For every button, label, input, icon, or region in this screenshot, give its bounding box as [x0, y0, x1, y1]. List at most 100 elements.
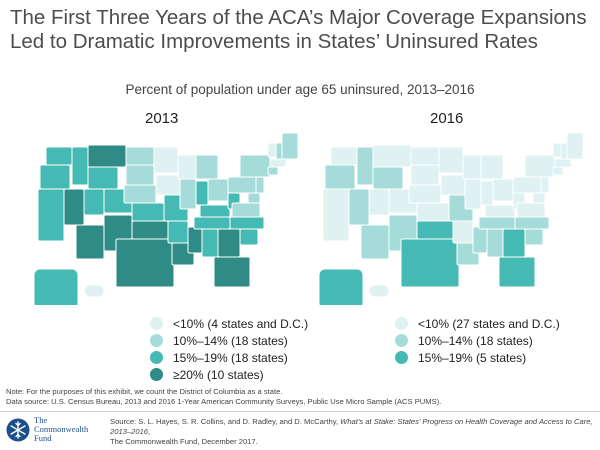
brand-line: Commonwealth [34, 424, 89, 434]
state-va [516, 202, 546, 218]
state-mi [480, 154, 504, 180]
state-ut [83, 188, 105, 216]
state-mt [372, 144, 412, 168]
state-vt [267, 142, 277, 158]
state-ky [199, 204, 231, 218]
brand-wordmark: The Commonwealth Fund [34, 416, 88, 443]
state-al [201, 228, 219, 258]
state-al [486, 228, 504, 258]
state-ny [239, 154, 271, 178]
notes-block: Note: For the purposes of this exhibit, … [6, 387, 596, 407]
legend-item: 15%–19% (18 states) [150, 349, 308, 366]
legend-label: <10% (4 states and D.C.) [173, 316, 309, 331]
state-ks [131, 202, 165, 222]
state-nd [410, 146, 440, 166]
legend-label: ≥20% (10 states) [173, 367, 264, 382]
legend-item: ≥20% (10 states) [150, 366, 308, 383]
state-nj [540, 176, 550, 194]
state-ok [131, 220, 169, 240]
state-ok [416, 220, 454, 240]
state-ms [187, 226, 203, 254]
state-mi [195, 154, 219, 180]
state-fl [498, 256, 536, 288]
legend-item: 10%–14% (18 states) [395, 332, 560, 349]
state-ak [318, 268, 364, 305]
state-nj [255, 176, 265, 194]
state-ca [37, 188, 65, 242]
state-ma [554, 158, 572, 168]
map-2013-year-label: 2013 [145, 110, 179, 127]
state-ne [408, 184, 442, 204]
state-ne [123, 184, 157, 204]
legend-item: <10% (27 states and D.C.) [395, 315, 560, 332]
legend-label: 15%–19% (5 states) [418, 350, 527, 365]
us-map-2016 [318, 132, 584, 305]
data-source-text: Data source: U.S. Census Bureau, 2013 an… [6, 397, 442, 406]
state-wi [462, 154, 484, 180]
legend-swatch-10-14 [150, 334, 163, 347]
state-wy [87, 166, 119, 190]
state-ky [484, 204, 516, 218]
state-in [480, 180, 494, 206]
state-mn [153, 146, 179, 174]
state-pa [227, 176, 257, 194]
legend-label: 10%–14% (18 states) [173, 333, 288, 348]
state-va [231, 202, 261, 218]
legend-swatch-lt10 [150, 317, 163, 330]
state-sd [125, 164, 155, 186]
brand-line: The [34, 415, 48, 425]
state-tx [115, 238, 175, 288]
state-ca [322, 188, 350, 242]
state-ks [416, 202, 450, 222]
state-ma [269, 158, 287, 168]
note-text: Note: For the purposes of this exhibit, … [6, 387, 283, 396]
legend-item: 15%–19% (5 states) [395, 349, 560, 366]
exhibit-subtitle: Percent of population under age 65 unins… [125, 82, 475, 97]
legend-swatch-ge20 [150, 368, 163, 381]
state-tn [478, 216, 516, 230]
source-report-title: What’s at Stake: States’ Progress on Hea… [110, 417, 593, 436]
state-il [464, 178, 482, 210]
legend-label: 15%–19% (18 states) [173, 350, 288, 365]
state-il [179, 178, 197, 210]
state-or [324, 164, 356, 190]
state-or [39, 164, 71, 190]
exhibit-title: The First Three Years of the ACA’s Major… [10, 6, 587, 53]
legend-label: <10% (27 states and D.C.) [418, 316, 560, 331]
source-publisher: The Commonwealth Fund, December 2017. [110, 437, 258, 446]
legend-2013: <10% (4 states and D.C.) 10%–14% (18 sta… [150, 315, 308, 383]
state-ia [155, 174, 181, 196]
state-az [75, 224, 105, 260]
state-ar [167, 220, 189, 244]
us-map-2013 [33, 132, 299, 305]
snowflake-icon [6, 418, 30, 441]
state-ny [524, 154, 556, 178]
source-citation: Source: S. L. Hayes, S. R. Collins, and … [110, 417, 595, 447]
state-in [195, 180, 209, 206]
state-mn [438, 146, 464, 174]
state-mt [87, 144, 127, 168]
state-me [566, 132, 584, 160]
state-md [247, 192, 261, 204]
state-sc [524, 228, 544, 246]
state-ct [267, 166, 279, 176]
state-nd [125, 146, 155, 166]
state-wi [177, 154, 199, 180]
state-hi [368, 284, 390, 298]
state-vt [552, 142, 562, 158]
state-ia [440, 174, 466, 196]
state-tn [193, 216, 231, 230]
state-sd [410, 164, 440, 186]
brand-line: Fund [34, 433, 52, 443]
footer-divider [0, 411, 600, 412]
legend-swatch-10-14 [395, 334, 408, 347]
state-az [360, 224, 390, 260]
state-oh [492, 178, 514, 202]
legend-item: 10%–14% (18 states) [150, 332, 308, 349]
state-me [281, 132, 299, 160]
state-ak [33, 268, 79, 305]
legend-label: 10%–14% (18 states) [418, 333, 533, 348]
state-sc [239, 228, 259, 246]
state-wa [45, 146, 73, 166]
state-ut [368, 188, 390, 216]
